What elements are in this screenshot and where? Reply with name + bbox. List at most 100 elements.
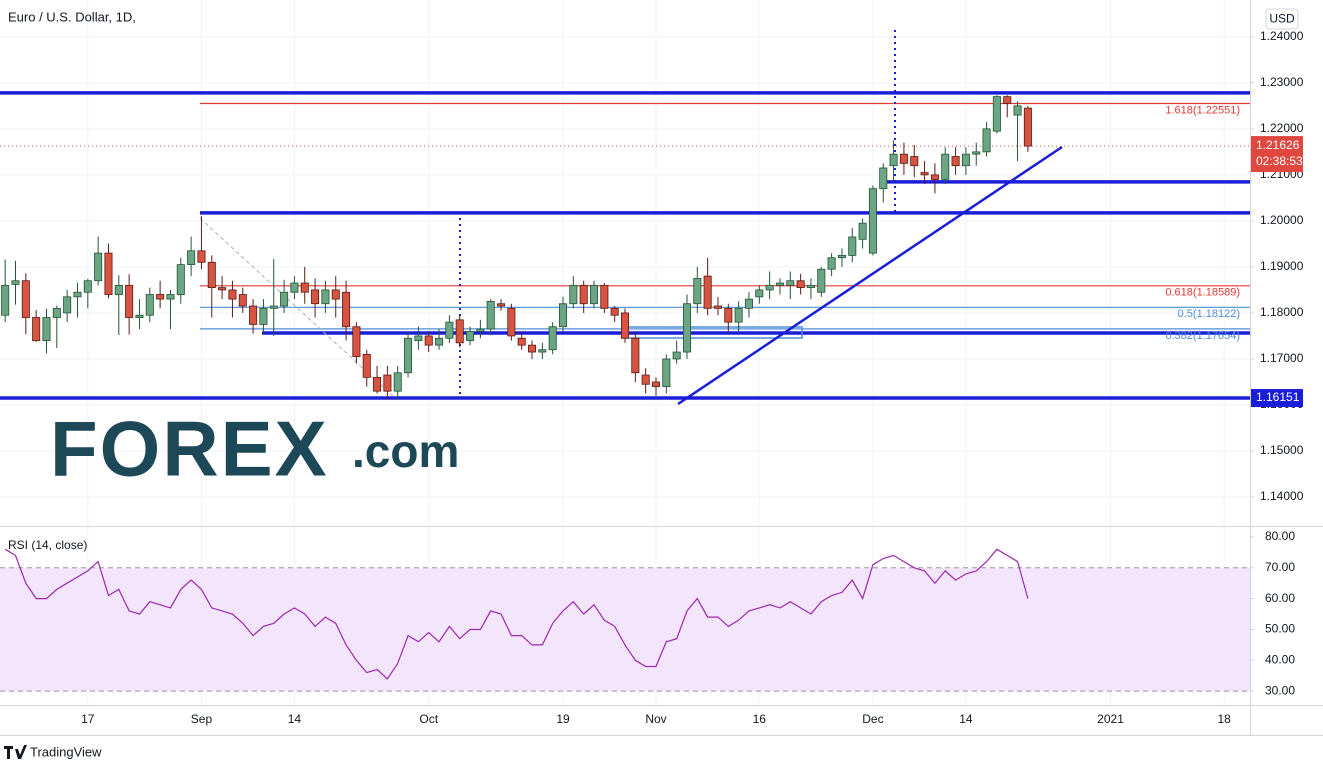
candle-body (1013, 105, 1022, 116)
y-tick-label: 1.20000 (1260, 213, 1304, 227)
candle-body (197, 250, 206, 263)
rsi-line (4, 548, 1029, 680)
chart-title: Euro / U.S. Dollar, 1D, (8, 9, 136, 24)
rsi-band (0, 567, 1250, 692)
footer-text[interactable]: TradingView (30, 744, 102, 759)
candle-body (383, 374, 392, 392)
y-tick-label: 80.00 (1265, 529, 1295, 543)
candle-body (1, 284, 10, 316)
candle-body (961, 153, 970, 167)
candle-body (662, 358, 671, 387)
candle-body (424, 335, 433, 346)
candle-body (982, 128, 991, 153)
candle-body (125, 284, 134, 318)
candle-body (11, 280, 20, 285)
y-tick-label: 40.00 (1265, 652, 1295, 666)
candle-body (414, 335, 423, 341)
candle-body (404, 337, 413, 374)
candle-body (249, 305, 258, 325)
candle-body (476, 328, 485, 332)
y-tick-label: 30.00 (1265, 683, 1295, 697)
candle-body (600, 284, 609, 309)
candle-body (342, 291, 351, 328)
candle-body (641, 374, 650, 385)
price-badge-label: 1.21626 (1256, 138, 1300, 152)
candle-body (280, 291, 289, 307)
x-tick-label: Sep (191, 712, 213, 726)
currency-box[interactable] (1265, 8, 1299, 30)
level-badge (1251, 389, 1303, 408)
fib-level-label: 0.618(1.18589) (1165, 287, 1240, 299)
candle-body (290, 282, 299, 293)
price-badges: 1.21626 02:38:53 1.16151 (1251, 136, 1303, 408)
fib-level-label: 0.382(1.17654) (1165, 330, 1240, 342)
y-tick-label: 1.19000 (1260, 259, 1304, 273)
candle-body (786, 280, 795, 286)
candle-body (682, 303, 691, 353)
candle-body (672, 351, 681, 360)
candle-body (21, 280, 30, 318)
candle-body (104, 252, 113, 295)
candle-body (724, 307, 733, 323)
candle-body (52, 307, 61, 318)
candle-body (176, 264, 185, 295)
candle-body (187, 250, 196, 266)
candle-body (920, 172, 929, 176)
y-tick-label: 1.15000 (1260, 443, 1304, 457)
fib-level-label: 1.618(1.22551) (1165, 104, 1240, 116)
candle-body (889, 153, 898, 167)
candle-body (1003, 96, 1012, 104)
candle-body (930, 174, 939, 180)
candle-body (713, 305, 722, 309)
candle-body (559, 303, 568, 328)
rsi-band-fill (0, 567, 1250, 692)
candle-body (135, 314, 144, 318)
candle-body (972, 151, 981, 155)
footer-logo[interactable]: TradingView (4, 744, 102, 759)
candle-body (899, 153, 908, 164)
x-tick-label: Nov (645, 712, 666, 726)
candle-body (218, 287, 227, 291)
candle-body (1023, 107, 1032, 147)
candle-body (755, 289, 764, 298)
x-tick-label: 2021 (1097, 712, 1124, 726)
y-tick-label: 1.18000 (1260, 305, 1304, 319)
candle-body (455, 319, 464, 344)
candle-body (796, 280, 805, 289)
currency-label[interactable]: USD (1269, 12, 1295, 26)
tradingview-icon[interactable] (4, 745, 27, 759)
y-tick-label: 60.00 (1265, 591, 1295, 605)
trend-line (677, 145, 1063, 406)
candle-body (321, 289, 330, 305)
candle-body (207, 261, 216, 289)
candle-body (352, 326, 361, 358)
x-tick-label: 19 (556, 712, 570, 726)
candle-body (311, 289, 320, 305)
candle-body (538, 349, 547, 353)
candle-body (300, 282, 309, 293)
candle-body (166, 294, 175, 300)
level-badge-label: 1.16151 (1256, 390, 1300, 404)
candle-body (868, 188, 877, 254)
candle-body (32, 317, 41, 341)
x-tick-label: 14 (288, 712, 302, 726)
candle-body (744, 298, 753, 309)
rsi-label: RSI (14, close) (8, 538, 87, 552)
x-tick-label: 17 (81, 712, 95, 726)
candle-body (579, 284, 588, 305)
y-tick-label: 70.00 (1265, 560, 1295, 574)
x-tick-label: Oct (419, 712, 438, 726)
candle-body (858, 222, 867, 240)
x-tick-label: 14 (959, 712, 973, 726)
price-badge (1251, 136, 1303, 173)
candle-body (228, 289, 237, 300)
candle-body (435, 337, 444, 346)
candle-body (83, 280, 92, 293)
candle-body (373, 376, 382, 392)
candle-body (806, 284, 815, 289)
candle-body (775, 282, 784, 286)
y-tick-label: 50.00 (1265, 622, 1295, 636)
x-tick-label: Dec (862, 712, 883, 726)
candle-body (548, 326, 557, 351)
